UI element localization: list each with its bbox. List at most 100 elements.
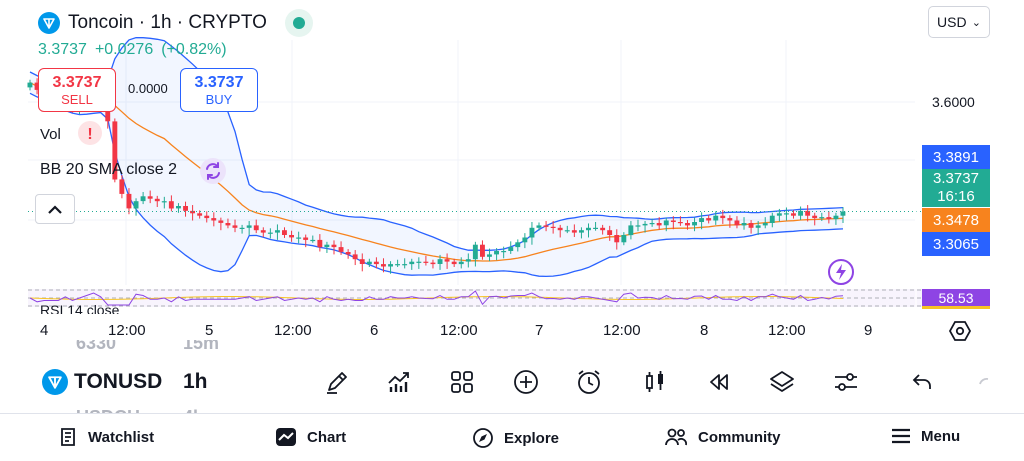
nav-explore[interactable]: Explore	[472, 427, 559, 449]
bottom-navigation: Watchlist Chart Explore Community Menu	[0, 413, 1024, 461]
candle	[176, 206, 181, 208]
add-button[interactable]	[508, 364, 544, 400]
candle	[480, 245, 485, 257]
candle	[381, 264, 386, 266]
candle	[706, 218, 711, 220]
candle	[579, 230, 584, 232]
lightning-icon[interactable]	[827, 258, 855, 286]
volume-indicator-label[interactable]: Vol	[40, 126, 61, 143]
candle	[713, 216, 718, 221]
candle	[692, 222, 697, 225]
community-icon	[664, 427, 688, 447]
symbol-name: TONUSD	[74, 370, 170, 394]
candle	[643, 224, 648, 226]
candle	[218, 221, 223, 223]
layers-button[interactable]	[764, 364, 800, 400]
hamburger-menu-icon	[891, 427, 911, 445]
replay-button[interactable]	[701, 364, 737, 400]
candle	[360, 259, 365, 264]
drawing-icon	[324, 369, 350, 395]
price-change: +0.0276	[95, 41, 153, 59]
loading-icon	[199, 157, 227, 185]
time-axis-label: 12:00	[274, 322, 312, 339]
templates-icon	[449, 369, 475, 395]
candle	[310, 240, 315, 241]
buy-button[interactable]: 3.3737 BUY	[180, 68, 258, 112]
bb-upper-tag: 3.3891	[922, 145, 990, 169]
candle	[183, 206, 188, 211]
drawing-tools-button[interactable]	[319, 364, 355, 400]
candle	[367, 262, 372, 264]
candle	[826, 217, 831, 219]
indicators-button[interactable]	[381, 364, 417, 400]
buy-label: BUY	[206, 92, 233, 107]
buy-price: 3.3737	[195, 74, 244, 92]
candle	[628, 225, 633, 235]
candle	[303, 238, 308, 240]
time-axis-label: 12:00	[768, 322, 806, 339]
candle	[247, 225, 252, 227]
candle	[254, 225, 259, 230]
candle-style-button[interactable]	[637, 364, 673, 400]
alert-icon	[575, 368, 603, 396]
current-price-tag: 3.3737 16:16	[922, 169, 990, 207]
candle	[431, 263, 436, 265]
sell-price: 3.3737	[53, 74, 102, 92]
candle	[671, 221, 676, 223]
candle	[204, 216, 209, 218]
candle	[841, 212, 846, 216]
candle	[770, 216, 775, 223]
symbol-picker[interactable]: TONUSD	[42, 369, 170, 395]
candle	[261, 230, 266, 232]
alert-button[interactable]	[571, 364, 607, 400]
candle	[374, 262, 379, 264]
candle	[544, 225, 549, 227]
market-open-icon[interactable]	[285, 9, 313, 37]
candle	[607, 230, 612, 235]
candle	[777, 213, 782, 215]
bb-basis-tag: 3.3478	[922, 208, 990, 232]
compass-icon	[472, 427, 494, 449]
price-change-percent: (+0.82%)	[161, 41, 226, 59]
interval-picker[interactable]: 1h	[183, 370, 208, 394]
candle	[466, 259, 471, 261]
interval-picker-prev[interactable]: 15m	[183, 340, 219, 354]
candle	[614, 235, 619, 242]
undo-button[interactable]	[904, 364, 940, 400]
undo-icon	[910, 370, 934, 394]
symbol-picker-prev[interactable]: 6330	[76, 340, 116, 354]
templates-button[interactable]	[444, 364, 480, 400]
interval-picker-next[interactable]: 4h	[183, 404, 204, 413]
symbol-title: Toncoin · 1h · CRYPTO	[68, 12, 267, 34]
rsi-indicator-label[interactable]: RSI 14 close	[40, 302, 119, 314]
candle	[487, 254, 492, 256]
settings-sliders-icon	[832, 368, 860, 396]
sell-label: SELL	[61, 92, 93, 107]
chart-settings-button[interactable]	[828, 364, 864, 400]
time-axis-label: 8	[700, 322, 708, 339]
toncoin-logo-icon	[38, 12, 60, 34]
bollinger-indicator-label[interactable]: BB 20 SMA close 2	[40, 161, 177, 179]
collapse-legend-button[interactable]	[35, 194, 75, 224]
candle	[332, 245, 337, 247]
symbol-picker-next[interactable]: USDCH	[76, 404, 140, 413]
candle	[459, 262, 464, 264]
currency-select[interactable]: USD ⌄	[928, 6, 990, 38]
sell-button[interactable]: 3.3737 SELL	[38, 68, 116, 112]
warning-icon[interactable]: !	[77, 120, 103, 146]
chart-settings-icon[interactable]	[948, 319, 972, 343]
candle	[537, 225, 542, 227]
chart-icon	[275, 427, 297, 447]
nav-menu[interactable]: Menu	[891, 427, 960, 445]
nav-watchlist[interactable]: Watchlist	[58, 427, 154, 447]
candle	[282, 230, 287, 235]
time-axis-label: 12:00	[108, 322, 146, 339]
nav-chart[interactable]: Chart	[275, 427, 346, 447]
candle	[699, 218, 704, 222]
candle	[834, 216, 839, 219]
candle	[720, 216, 725, 218]
nav-community[interactable]: Community	[664, 427, 781, 447]
candle	[784, 213, 789, 214]
candle	[819, 217, 824, 218]
bb-lower-tag: 3.3065	[922, 232, 990, 256]
